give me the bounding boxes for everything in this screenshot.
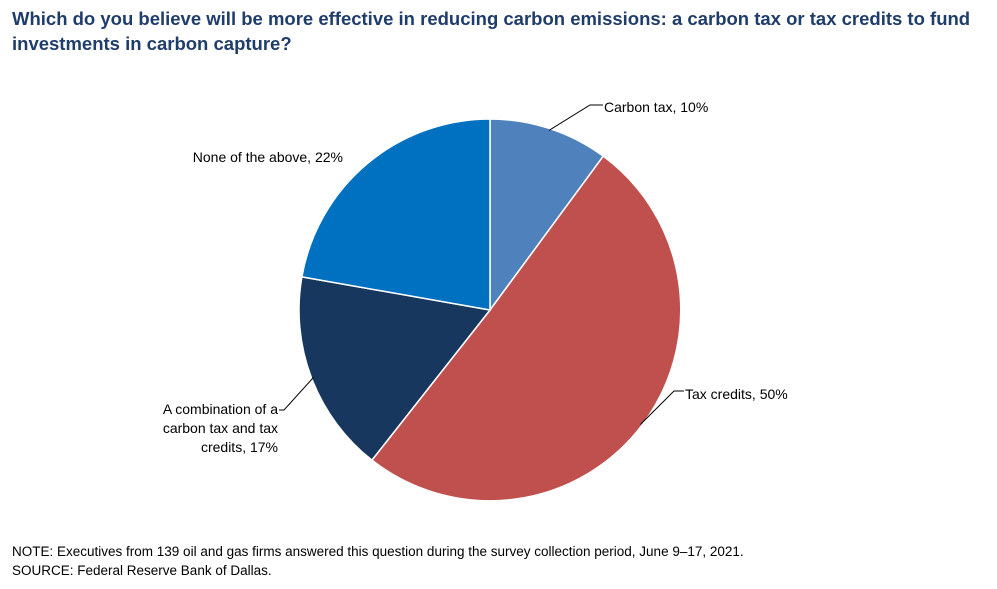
- leader-line-0: [548, 104, 603, 131]
- chart-title: Which do you believe will be more effect…: [12, 8, 971, 54]
- leader-line-2: [279, 377, 314, 411]
- pie-slice-1: [370, 155, 682, 502]
- source-text: SOURCE: Federal Reserve Bank of Dallas.: [12, 563, 272, 578]
- slice-label-line: Tax credits, 50%: [685, 386, 788, 402]
- pie-slice-2: [298, 275, 492, 462]
- slice-label-2: A combination of a carbon tax and tax cred…: [163, 401, 278, 455]
- slice-label-line: carbon tax and tax: [163, 420, 278, 436]
- slice-label-1: Tax credits, 50%: [685, 386, 788, 402]
- slice-label-line: A combination of a: [163, 401, 278, 417]
- slice-label-line: credits, 17%: [201, 439, 278, 455]
- slice-label-3: None of the above, 22%: [193, 149, 343, 165]
- pie-slice-0: [489, 118, 605, 313]
- footnotes: NOTE: Executives from 139 oil and gas fi…: [12, 542, 987, 580]
- pie-slice-3: [301, 118, 491, 311]
- leader-line-1: [640, 390, 684, 425]
- slice-label-line: Carbon tax, 10%: [604, 99, 708, 115]
- note-text: NOTE: Executives from 139 oil and gas fi…: [12, 544, 744, 559]
- slice-label-0: Carbon tax, 10%: [604, 99, 708, 115]
- slice-label-line: None of the above, 22%: [193, 149, 343, 165]
